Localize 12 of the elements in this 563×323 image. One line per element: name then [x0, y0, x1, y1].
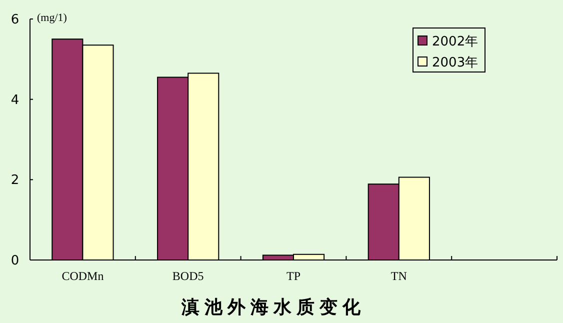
- legend-label: 2003年: [432, 56, 478, 71]
- y-tick-label: 0: [10, 254, 20, 269]
- x-tick-label: TN: [390, 269, 408, 283]
- x-tick-label: TP: [286, 269, 301, 283]
- y-axis-title: (mg/1): [37, 12, 68, 24]
- text: 滇池外海水质变化: [180, 297, 366, 318]
- y-tick-label: 4: [10, 92, 20, 108]
- x-tick-label: CODMn: [62, 269, 104, 283]
- x-tick-label: BOD5: [172, 269, 204, 283]
- y-tick-label: 6: [10, 12, 20, 28]
- y-tick-label: 2: [10, 173, 20, 188]
- legend-label: 2002年: [432, 34, 478, 50]
